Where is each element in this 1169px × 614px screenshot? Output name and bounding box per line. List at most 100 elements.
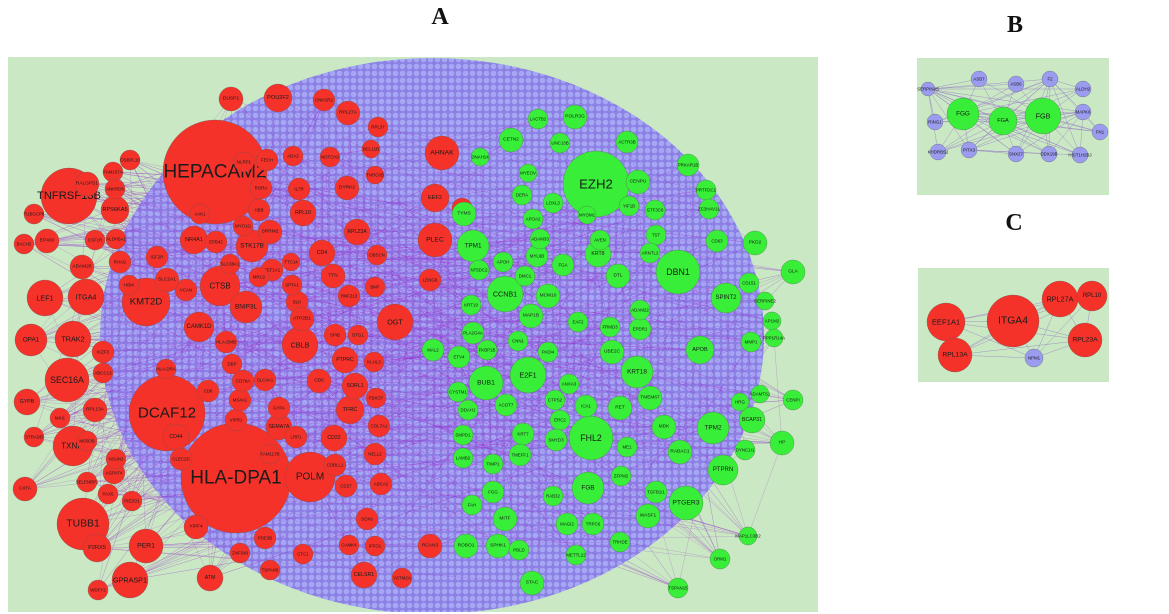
edge bbox=[574, 116, 756, 244]
edge bbox=[102, 255, 538, 374]
edge bbox=[962, 111, 1084, 115]
node bbox=[780, 259, 806, 285]
node-label: UNC13B bbox=[551, 141, 568, 146]
node bbox=[306, 368, 332, 394]
node-label: RNF213 bbox=[341, 294, 358, 299]
node-label: ABCA2 bbox=[374, 482, 389, 487]
node-label: HIST1H2BJ bbox=[1068, 153, 1091, 158]
node-label: SELENBP1 bbox=[76, 480, 99, 485]
node-label: DMC1 bbox=[519, 274, 532, 279]
edge bbox=[462, 457, 577, 556]
edge bbox=[321, 252, 577, 556]
node-label: SPINT2 bbox=[715, 295, 737, 301]
node-label: AP1M2 bbox=[765, 319, 780, 324]
edge bbox=[568, 189, 707, 385]
node-label: FN1 bbox=[1096, 130, 1105, 135]
node bbox=[335, 100, 361, 126]
node bbox=[229, 290, 263, 324]
edge bbox=[346, 187, 649, 517]
node bbox=[369, 472, 393, 496]
node-label: CYSTM1 bbox=[449, 390, 467, 395]
node bbox=[535, 283, 561, 309]
node bbox=[599, 339, 625, 365]
node-label: TTC14 bbox=[284, 260, 298, 265]
edge bbox=[962, 113, 1081, 156]
node-label: ALDH2 bbox=[1076, 87, 1091, 92]
node bbox=[424, 135, 460, 171]
node-label: LRP1 bbox=[291, 435, 303, 440]
node bbox=[281, 274, 303, 296]
edge bbox=[937, 115, 1044, 153]
node bbox=[544, 428, 568, 452]
node bbox=[655, 249, 701, 295]
node-label: ANKRD6 bbox=[106, 187, 124, 192]
node-label: EAF2 bbox=[573, 320, 585, 325]
edge bbox=[374, 207, 463, 288]
edge bbox=[773, 337, 783, 444]
node bbox=[84, 229, 106, 251]
node bbox=[607, 395, 633, 421]
node bbox=[769, 430, 795, 456]
node bbox=[183, 514, 209, 540]
edge bbox=[102, 351, 549, 374]
node-label: BMF bbox=[370, 285, 380, 290]
node bbox=[537, 341, 559, 363]
node-label: PAX5 bbox=[103, 492, 114, 497]
node-label: CD5 bbox=[314, 378, 324, 384]
node-label: TUBGCP6 bbox=[24, 212, 45, 217]
edge bbox=[66, 374, 529, 381]
node-label: IFFO1 bbox=[369, 544, 382, 549]
edge bbox=[370, 148, 523, 196]
edge bbox=[86, 284, 130, 483]
node-label: ATP2B1 bbox=[293, 316, 311, 322]
node-label: SRRM2 bbox=[262, 229, 279, 235]
node-label: RPL13A bbox=[86, 407, 105, 413]
node-label: PITX3 bbox=[963, 148, 976, 153]
node-label: UBE2C bbox=[604, 349, 621, 355]
edge bbox=[82, 152, 443, 525]
node bbox=[635, 503, 661, 529]
node-label: PKD2 bbox=[749, 240, 762, 246]
node-label: BNIP3L bbox=[235, 304, 257, 311]
node-label: PBLD bbox=[513, 548, 524, 553]
edge bbox=[334, 334, 794, 401]
node-label: YIPF4 bbox=[189, 524, 203, 530]
node-label: TSPAN5 bbox=[262, 568, 279, 573]
node bbox=[289, 199, 317, 227]
node bbox=[282, 145, 304, 167]
edge bbox=[587, 426, 665, 489]
node-label: ACOT7 bbox=[499, 403, 514, 408]
node bbox=[199, 265, 241, 307]
edge bbox=[687, 164, 761, 395]
node bbox=[486, 275, 524, 313]
node bbox=[82, 533, 112, 563]
node bbox=[367, 116, 389, 138]
edge bbox=[472, 245, 651, 254]
node-label: HBB bbox=[254, 208, 263, 213]
edge bbox=[927, 78, 980, 90]
node bbox=[926, 113, 944, 131]
node-label: FAM117B bbox=[261, 452, 280, 457]
node-label: MXI1 bbox=[55, 416, 66, 421]
node-label: ITGA4 bbox=[76, 293, 97, 302]
node bbox=[350, 561, 378, 589]
node bbox=[527, 108, 549, 130]
node-label: NOTCH2 bbox=[321, 155, 340, 160]
edge bbox=[277, 97, 532, 317]
node bbox=[145, 245, 169, 269]
node-label: ETV4 bbox=[454, 355, 466, 360]
node-label: NPM1 bbox=[1028, 356, 1041, 361]
node bbox=[620, 355, 654, 389]
edge bbox=[479, 156, 746, 451]
node bbox=[581, 512, 605, 536]
node-label: BUB1 bbox=[477, 380, 495, 387]
edge bbox=[568, 383, 628, 448]
edge bbox=[927, 83, 1017, 90]
node-label: FAH bbox=[468, 503, 477, 508]
node bbox=[1071, 146, 1089, 164]
node bbox=[76, 430, 98, 452]
node bbox=[616, 436, 638, 458]
node-label: EPB42 bbox=[209, 240, 223, 245]
node bbox=[259, 443, 281, 465]
node bbox=[233, 151, 255, 173]
